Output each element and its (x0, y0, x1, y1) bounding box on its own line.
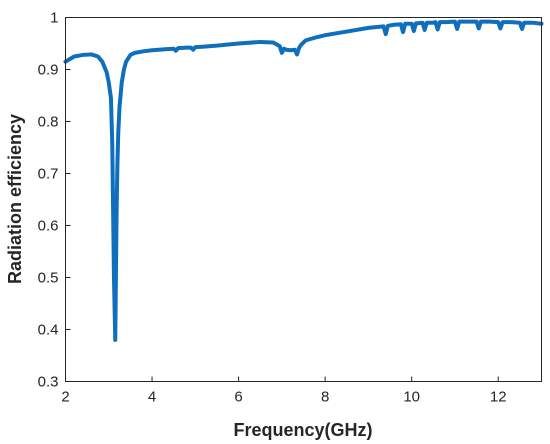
y-tick-label: 0.8 (38, 114, 59, 131)
x-tick-label: 6 (234, 389, 242, 406)
y-tick-label: 0.7 (38, 166, 59, 183)
y-tick-label: 0.4 (38, 322, 59, 339)
axes (65, 17, 542, 382)
x-axis-label: Frequency(GHz) (233, 420, 372, 440)
y-tick-label: 0.6 (38, 218, 59, 235)
x-tick-label: 8 (321, 389, 329, 406)
y-tick-label: 0.9 (38, 62, 59, 79)
x-axis-ticks: 2 4 6 8 10 12 (61, 376, 507, 406)
x-tick-label: 2 (61, 389, 69, 406)
x-tick-label: 4 (148, 389, 156, 406)
y-tick-label: 0.3 (38, 374, 59, 391)
y-tick-label: 1 (50, 10, 58, 27)
plot-area (63, 19, 544, 342)
x-tick-label: 12 (490, 389, 507, 406)
y-axis-label: Radiation efficiency (5, 114, 25, 284)
series-line (63, 19, 544, 342)
y-axis-ticks: 0.3 0.4 0.5 0.6 0.7 0.8 0.9 1 (38, 10, 71, 391)
y-tick-label: 0.5 (38, 270, 59, 287)
axes-box (65, 17, 542, 382)
x-tick-label: 10 (403, 389, 420, 406)
